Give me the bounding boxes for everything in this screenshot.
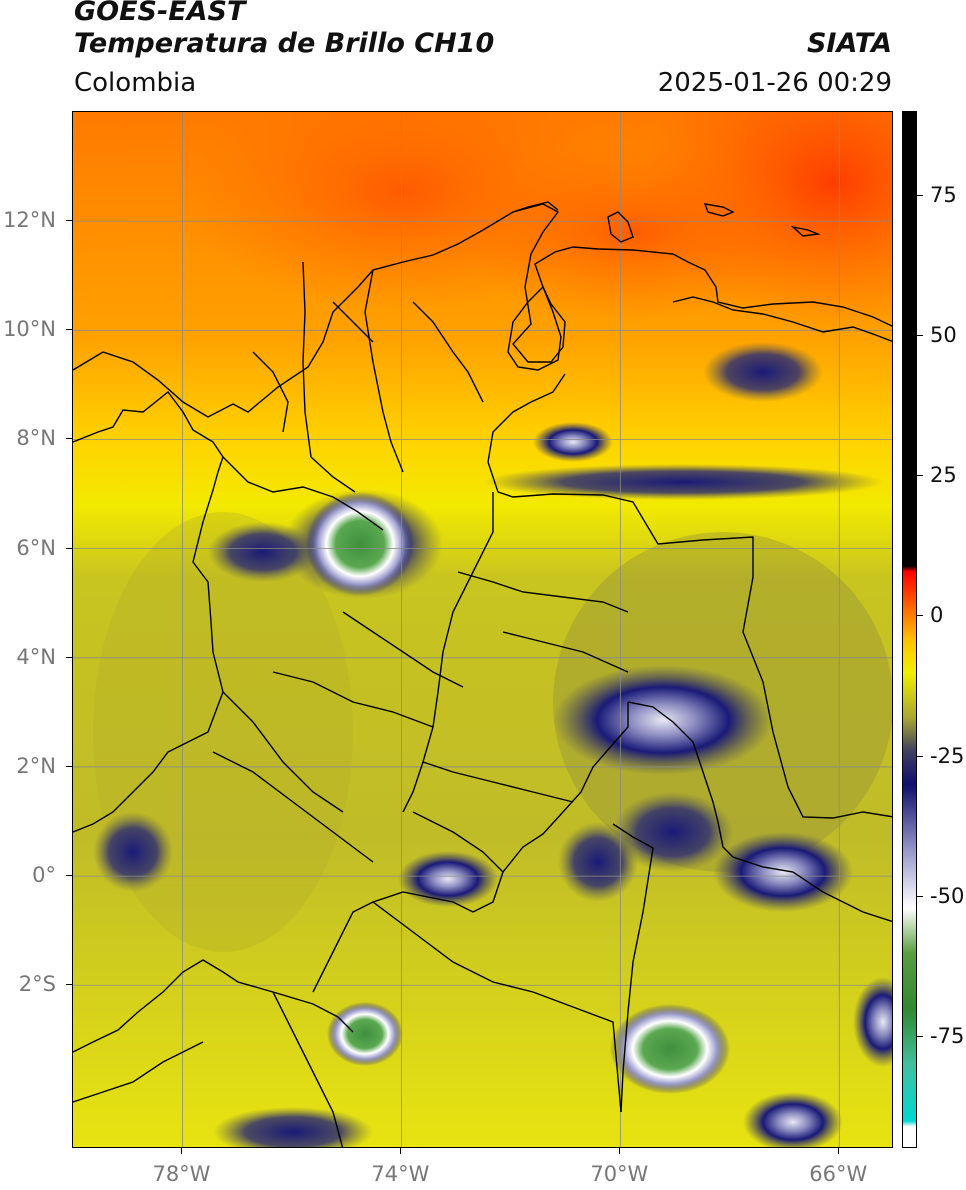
colorbar-tick xyxy=(917,755,923,757)
deep-convection-cell xyxy=(327,1002,403,1066)
latitude-tick xyxy=(66,765,72,767)
latitude-tick xyxy=(66,547,72,549)
cloud-system xyxy=(93,812,173,892)
cloud-system xyxy=(713,832,853,912)
latitude-tick xyxy=(66,329,72,331)
longitude-tick xyxy=(181,1148,183,1154)
cloud-system xyxy=(398,851,498,907)
satellite-title: GOES-EAST xyxy=(74,0,246,27)
longitude-label: 70°W xyxy=(590,1162,649,1186)
coastlines-and-borders xyxy=(73,201,892,1147)
satellite-map[interactable] xyxy=(72,111,893,1148)
latitude-label: 6°N xyxy=(16,535,56,560)
latitude-tick xyxy=(66,875,72,877)
colorbar-fill xyxy=(903,112,916,1147)
colorbar-tick-label: -50 xyxy=(930,883,965,908)
longitude-label: 78°W xyxy=(152,1162,211,1186)
latitude-label: 2°S xyxy=(18,972,56,997)
latitude-tick xyxy=(66,438,72,440)
cloud-system xyxy=(213,1107,373,1147)
cloud-system xyxy=(743,1092,843,1147)
colorbar-tick-label: 75 xyxy=(930,183,957,208)
agency-label: SIATA xyxy=(806,28,892,59)
colorbar-tick xyxy=(917,475,923,477)
colorbar-gradient xyxy=(903,112,916,1147)
cloud-system xyxy=(558,822,638,902)
colorbar-tick xyxy=(917,895,923,897)
colorbar-tick-label: -75 xyxy=(930,1023,965,1048)
colorbar-tick xyxy=(917,195,923,197)
colorbar-tick-label: -25 xyxy=(930,743,965,768)
deep-convection-cell xyxy=(306,492,414,596)
latitude-label: 4°N xyxy=(16,644,56,669)
map-canvas xyxy=(73,112,892,1147)
colorbar xyxy=(902,111,917,1148)
latitude-label: 12°N xyxy=(3,208,56,233)
colorbar-tick-label: 0 xyxy=(930,603,944,628)
longitude-label: 74°W xyxy=(371,1162,430,1186)
cloud-system xyxy=(208,522,318,582)
latitude-label: 2°N xyxy=(16,753,56,778)
cloud-band xyxy=(483,464,883,500)
colorbar-tick-label: 25 xyxy=(930,463,957,488)
latitude-label: 8°N xyxy=(16,426,56,451)
cloud-system xyxy=(533,422,613,462)
colorbar-tick-label: 50 xyxy=(930,323,957,348)
latitude-tick xyxy=(66,656,72,658)
cloud-system xyxy=(613,792,733,872)
latitude-tick xyxy=(66,220,72,222)
colorbar-tick xyxy=(917,335,923,337)
latitude-label: 10°N xyxy=(3,317,56,342)
colorbar-tick xyxy=(917,615,923,617)
cloud-system xyxy=(553,665,773,775)
longitude-tick xyxy=(838,1148,840,1154)
deep-convection-cell xyxy=(610,1004,730,1094)
colorbar-tick xyxy=(917,1035,923,1037)
datetime-label: 2025-01-26 00:29 xyxy=(657,68,892,98)
cloud-system xyxy=(853,977,892,1067)
cloud-system xyxy=(703,342,823,402)
latitude-tick xyxy=(66,984,72,986)
longitude-tick xyxy=(400,1148,402,1154)
graticule xyxy=(73,112,892,1147)
warm-region-n xyxy=(453,142,813,322)
longitude-label: 66°W xyxy=(809,1162,868,1186)
region-label: Colombia xyxy=(74,68,197,98)
longitude-tick xyxy=(619,1148,621,1154)
product-title: Temperatura de Brillo CH10 xyxy=(74,28,495,59)
latitude-label: 0° xyxy=(32,863,56,888)
